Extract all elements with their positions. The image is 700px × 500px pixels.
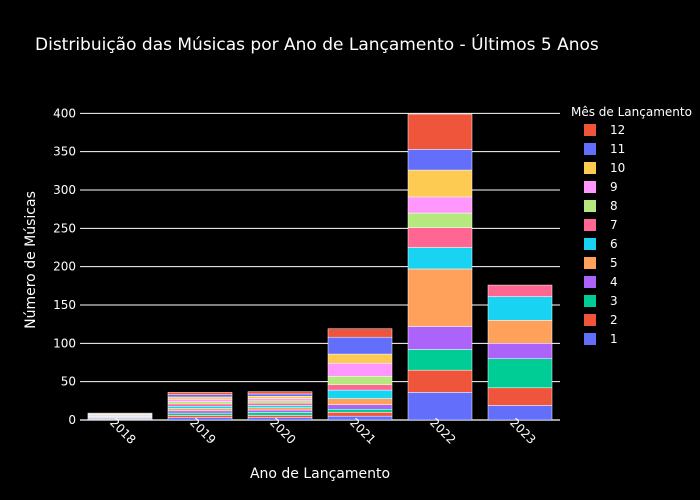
bar-segment[interactable]	[407, 392, 473, 421]
bar-segment[interactable]	[167, 396, 233, 400]
legend-swatch	[584, 162, 596, 174]
legend-label: 9	[610, 180, 618, 194]
legend-swatch	[584, 257, 596, 269]
legend-label: 1	[610, 332, 618, 346]
legend-label: 7	[610, 218, 618, 232]
bar-segment[interactable]	[407, 196, 473, 214]
legend-swatch	[584, 276, 596, 288]
legend-label: 4	[610, 275, 618, 289]
chart-title: Distribuição das Músicas por Ano de Lanç…	[35, 33, 599, 55]
bar-segment[interactable]	[407, 349, 473, 371]
bar-segment[interactable]	[487, 358, 553, 389]
legend-swatch	[584, 295, 596, 307]
bar-segment[interactable]	[327, 389, 393, 399]
bar-segment[interactable]	[407, 227, 473, 248]
legend-label: 10	[610, 161, 625, 175]
bar-segment[interactable]	[167, 403, 233, 407]
bar-segment[interactable]	[327, 398, 393, 405]
y-tick-label: 100	[53, 336, 76, 350]
bar-segment[interactable]	[247, 402, 313, 406]
bar-segment[interactable]	[247, 398, 313, 402]
legend-swatch	[584, 314, 596, 326]
bar-segment[interactable]	[167, 408, 233, 412]
bar-segment[interactable]	[407, 113, 473, 150]
y-tick-label: 300	[53, 183, 76, 197]
bar-segment[interactable]	[407, 326, 473, 350]
bar-segment[interactable]	[167, 410, 233, 414]
bar-segment[interactable]	[167, 401, 233, 405]
bar-segment[interactable]	[247, 391, 313, 395]
bar-segment[interactable]	[247, 412, 313, 416]
bar-segment[interactable]	[247, 409, 313, 413]
legend-swatch	[584, 181, 596, 193]
bar-segment[interactable]	[327, 376, 393, 385]
bar-segment[interactable]	[247, 395, 313, 399]
bar-segment[interactable]	[167, 394, 233, 398]
bar-segment[interactable]	[327, 384, 393, 391]
legend-swatch	[584, 124, 596, 136]
bar-segment[interactable]	[487, 296, 553, 321]
bar-segment[interactable]	[247, 400, 313, 404]
y-tick-label: 0	[68, 413, 76, 427]
legend-swatch	[584, 333, 596, 345]
bar-segment[interactable]	[407, 247, 473, 270]
bar-segment[interactable]	[87, 412, 153, 415]
y-tick-labels: 0 50 100 150 200 250 300 350 400	[53, 106, 76, 427]
bar-segment[interactable]	[487, 343, 553, 359]
legend-label: 8	[610, 199, 618, 213]
bar-segment[interactable]	[487, 320, 553, 344]
bars	[87, 113, 553, 421]
y-tick-label: 250	[53, 221, 76, 235]
y-tick-label: 350	[53, 145, 76, 159]
y-tick-label: 150	[53, 298, 76, 312]
legend-swatch	[584, 238, 596, 250]
bar-segment[interactable]	[327, 412, 393, 417]
bar-segment[interactable]	[247, 405, 313, 408]
bar-segment[interactable]	[167, 392, 233, 395]
bar-segment[interactable]	[407, 369, 473, 393]
bar-segment[interactable]	[327, 409, 393, 413]
legend-items: 12 11 10 9 8 7 6 5 4 3 2 1	[584, 123, 625, 346]
legend-label: 2	[610, 313, 618, 327]
bar-segment[interactable]	[327, 404, 393, 410]
legend-label: 12	[610, 123, 625, 137]
x-axis-label: Ano de Lançamento	[250, 466, 390, 482]
bar-segment[interactable]	[167, 412, 233, 416]
legend-label: 5	[610, 256, 618, 270]
bar-segment[interactable]	[407, 149, 473, 171]
y-tick-label: 400	[53, 106, 76, 120]
bar-segment[interactable]	[407, 268, 473, 327]
bar-segment[interactable]	[247, 407, 313, 411]
legend-label: 6	[610, 237, 618, 251]
bar-segment[interactable]	[407, 212, 473, 228]
legend-label: 3	[610, 294, 618, 308]
bar-segment[interactable]	[327, 363, 393, 377]
bar-segment[interactable]	[327, 336, 393, 355]
bar-segment[interactable]	[487, 387, 553, 406]
legend-label: 11	[610, 142, 625, 156]
legend: Mês de Lançamento 12 11 10 9 8 7 6 5 4 3 2 1	[571, 105, 692, 346]
grid	[80, 112, 560, 421]
bar-segment[interactable]	[167, 405, 233, 409]
bar-segment[interactable]	[327, 328, 393, 338]
bar-segment[interactable]	[167, 399, 233, 402]
legend-title: Mês de Lançamento	[571, 105, 692, 119]
bar-segment[interactable]	[487, 284, 553, 297]
bar-segment[interactable]	[327, 353, 393, 364]
legend-swatch	[584, 200, 596, 212]
legend-swatch	[584, 219, 596, 231]
bar-segment[interactable]	[407, 169, 473, 198]
legend-swatch	[584, 143, 596, 155]
bar-segment[interactable]	[247, 393, 313, 397]
y-axis-label: Número de Músicas	[23, 191, 39, 329]
y-tick-label: 200	[53, 260, 76, 274]
y-tick-label: 50	[61, 375, 76, 389]
